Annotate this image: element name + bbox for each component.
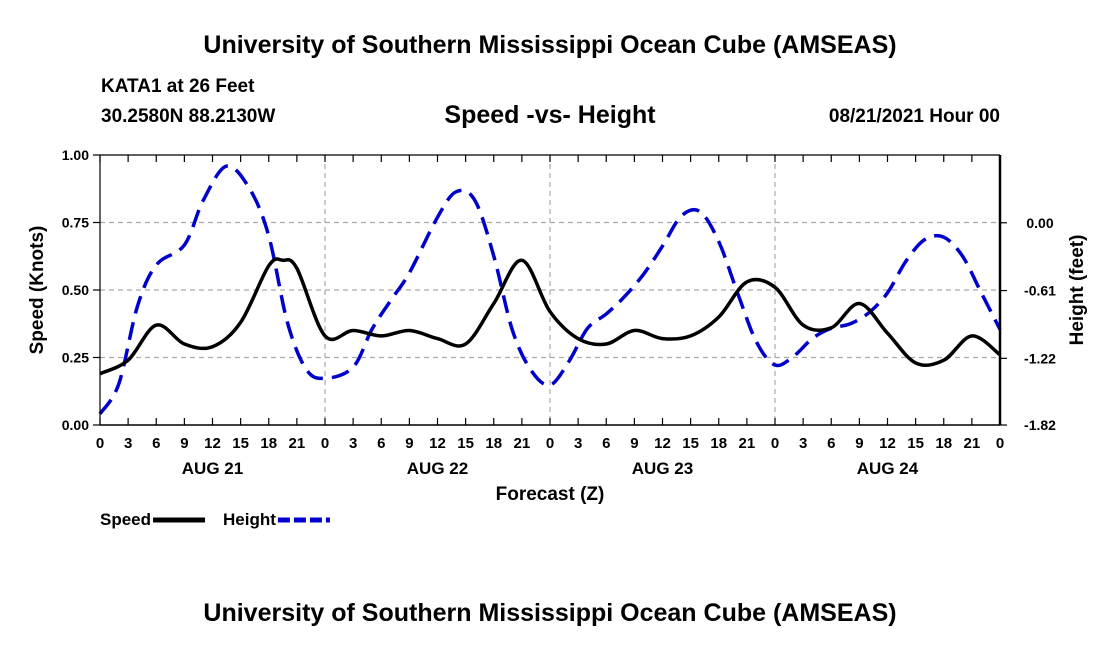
y-tick-label: 0.00 bbox=[62, 417, 89, 433]
x-tick-label: 6 bbox=[377, 435, 385, 452]
x-tick-label: 15 bbox=[232, 435, 249, 452]
y-tick-label: 0.50 bbox=[62, 282, 89, 298]
axes: 0 3 6 9 12 15 18 21 0 3 6 9 12 15 18 21 0 3 6 9 12 15 18 21 0 3 6 9… bbox=[27, 147, 1088, 505]
series-layer bbox=[98, 164, 1002, 415]
y2-tick-label: 0.00 bbox=[1026, 215, 1053, 231]
x-tick-label: 3 bbox=[799, 435, 807, 452]
x-tick-label: 0 bbox=[546, 435, 554, 452]
x-tick-label: 9 bbox=[180, 435, 188, 452]
x-tick-label: 18 bbox=[710, 435, 727, 452]
footer-title: University of Southern Mississippi Ocean… bbox=[203, 599, 897, 627]
forecast-datetime: 08/21/2021 Hour 00 bbox=[828, 106, 1000, 127]
x-tick-label: 0 bbox=[996, 435, 1004, 452]
y-tick-label: 0.25 bbox=[62, 350, 89, 366]
series-line-height bbox=[98, 164, 1002, 415]
y2-tick-label: -1.82 bbox=[1024, 417, 1056, 433]
x-tick-label: 6 bbox=[602, 435, 610, 452]
chart-subtitle: Speed -vs- Height bbox=[444, 101, 656, 129]
y2-tick-label: -0.61 bbox=[1024, 283, 1056, 299]
y-axis-title: Speed (Knots) bbox=[27, 226, 48, 355]
x-tick-label: 12 bbox=[429, 435, 446, 452]
x-tick-label: 15 bbox=[682, 435, 699, 452]
x-tick-label: 6 bbox=[827, 435, 835, 452]
x-tick-label: 0 bbox=[96, 435, 104, 452]
legend-label-speed: Speed bbox=[100, 510, 151, 529]
x-tick-label: 15 bbox=[457, 435, 474, 452]
x-tick-label: 21 bbox=[514, 435, 531, 452]
chart-title: University of Southern Mississippi Ocean… bbox=[203, 31, 897, 59]
x-tick-label: 21 bbox=[289, 435, 306, 452]
x-date-label: AUG 24 bbox=[857, 459, 919, 478]
gridlines bbox=[100, 155, 1000, 425]
x-tick-label: 18 bbox=[260, 435, 277, 452]
x-tick-label: 12 bbox=[654, 435, 671, 452]
x-tick-label: 15 bbox=[907, 435, 924, 452]
legend: Speed Height bbox=[100, 510, 330, 529]
station-label: KATA1 at 26 Feet bbox=[101, 76, 255, 97]
x-tick-label: 9 bbox=[405, 435, 413, 452]
x-tick-label: 12 bbox=[204, 435, 221, 452]
x-tick-label: 12 bbox=[879, 435, 896, 452]
y2-axis-title: Height (feet) bbox=[1067, 235, 1088, 346]
x-tick-label: 18 bbox=[935, 435, 952, 452]
x-tick-label: 21 bbox=[739, 435, 756, 452]
x-tick-label: 9 bbox=[855, 435, 863, 452]
x-axis-title: Forecast (Z) bbox=[496, 484, 605, 505]
x-tick-label: 9 bbox=[630, 435, 638, 452]
x-tick-label: 0 bbox=[771, 435, 779, 452]
series-line-speed bbox=[99, 257, 1002, 376]
y-tick-label: 1.00 bbox=[62, 147, 89, 163]
x-tick-label: 6 bbox=[152, 435, 160, 452]
y2-tick-label: -1.22 bbox=[1024, 350, 1056, 366]
legend-label-height: Height bbox=[223, 510, 276, 529]
x-date-label: AUG 22 bbox=[407, 459, 468, 478]
x-tick-label: 21 bbox=[964, 435, 981, 452]
x-date-label: AUG 21 bbox=[182, 459, 243, 478]
x-tick-label: 0 bbox=[321, 435, 329, 452]
x-tick-label: 3 bbox=[124, 435, 132, 452]
y-tick-label: 0.75 bbox=[62, 215, 89, 231]
x-tick-label: 3 bbox=[349, 435, 357, 452]
x-tick-label: 18 bbox=[485, 435, 502, 452]
x-tick-label: 3 bbox=[574, 435, 582, 452]
station-coordinates: 30.2580N 88.2130W bbox=[101, 106, 276, 127]
x-date-label: AUG 23 bbox=[632, 459, 693, 478]
